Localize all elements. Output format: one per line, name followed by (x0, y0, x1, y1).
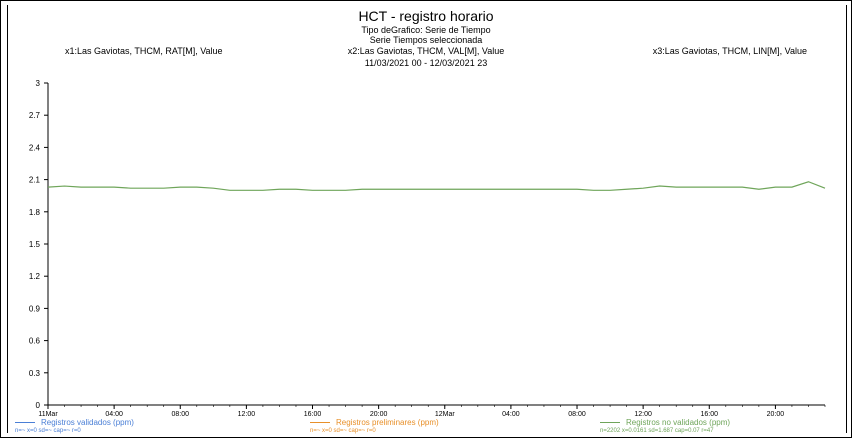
y-tick-label: 0.3 (29, 369, 41, 378)
chart-title: HCT - registro horario (358, 8, 494, 24)
series-label-1: x1:Las Gaviotas, THCM, RAT[M], Value (65, 46, 223, 56)
x-tick-label: 08:00 (171, 411, 189, 418)
series-layer (47, 181, 826, 191)
legend-swatch (15, 422, 35, 424)
chart-subtitle-2: Serie Tiempos seleccionada (369, 35, 483, 45)
y-tick-label: 1.2 (29, 272, 41, 281)
y-tick-label: 0.9 (29, 304, 41, 313)
chart-subtitle: Tipo deGrafico: Serie de Tiempo (361, 25, 491, 35)
legend-swatch (600, 422, 620, 424)
x-tick-label: 20:00 (767, 411, 785, 418)
series-label-2: x2:Las Gaviotas, THCM, VAL[M], Value (347, 46, 505, 56)
legend-label: Registros no validados (ppm) (626, 418, 731, 427)
x-tick-label: 20:00 (370, 411, 388, 418)
x-tick-label: 12:00 (238, 411, 256, 418)
legend-swatch (310, 422, 330, 424)
y-tick-label: 2.4 (29, 143, 41, 152)
x-axis: 11Mar 04:00 08:00 12:00 16:00 20:00 12Mar 04:00… (38, 404, 826, 418)
x-tick-label: 16:00 (701, 411, 719, 418)
legend-item-no-validados: Registros no validados (ppm) n=2202 x=0.… (600, 418, 731, 434)
y-tick-label: 1.5 (29, 240, 41, 249)
x-tick-label: 04:00 (105, 411, 123, 418)
legend-item-validados: Registros validados (ppm) n=~ x=0 sd=~ c… (15, 418, 134, 434)
y-tick-label: 0.6 (29, 337, 41, 346)
y-tick-label: 0 (36, 401, 41, 410)
y-tick-label: 2.7 (29, 111, 41, 120)
chart-inner-border (7, 5, 847, 433)
legend-item-preliminares: Registros preliminares (ppm) n=~ x=0 sd=… (310, 418, 439, 434)
x-tick-label: 12:00 (634, 411, 652, 418)
x-tick-label: 12Mar (435, 411, 456, 418)
date-range-label: 11/03/2021 00 - 12/03/2021 23 (364, 58, 488, 68)
y-tick-label: 3 (36, 79, 41, 88)
legend-label: Registros validados (ppm) (41, 418, 134, 427)
legend-stats: n=~ x=0 sd=~ cap=~ r=0 (310, 428, 376, 434)
series-line (47, 181, 826, 191)
series-label-3: x3:Las Gaviotas, THCM, LIN[M], Value (652, 46, 807, 56)
y-axis: 3 2.7 2.4 2.1 1.8 1.5 1.2 0.9 0.6 0.3 0 (29, 79, 49, 410)
x-tick-label: 16:00 (304, 411, 322, 418)
x-tick-label: 04:00 (502, 411, 520, 418)
x-tick-label: 11Mar (38, 411, 58, 418)
legend-label: Registros preliminares (ppm) (336, 418, 439, 427)
legend-stats: n=~ x=0 sd=~ cap=~ r=0 (15, 428, 81, 434)
x-tick-label: 08:00 (568, 411, 586, 418)
y-tick-label: 2.1 (29, 176, 41, 185)
y-tick-label: 1.8 (29, 208, 41, 217)
legend-stats: n=2202 x=0.0161 sd=1.687 cap=0.07 r=47 (600, 428, 714, 434)
